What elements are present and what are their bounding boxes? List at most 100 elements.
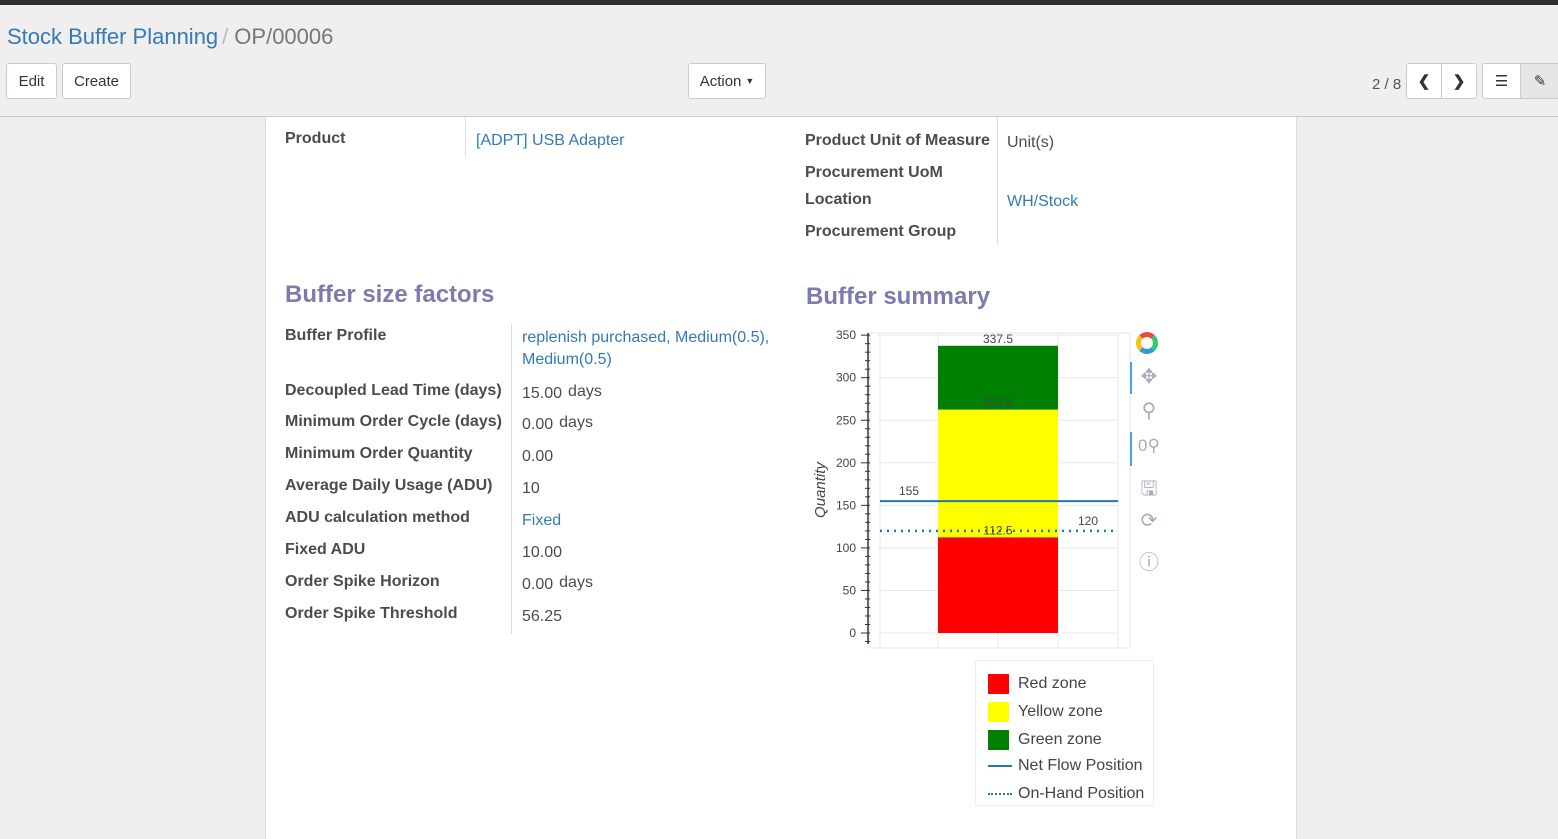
factor-value-text: 0.00: [522, 416, 554, 433]
location-label: Location: [805, 191, 872, 208]
factor-value: 0.00 days: [522, 414, 593, 434]
factor-value: 10: [522, 480, 540, 498]
edit-button[interactable]: Edit: [6, 63, 57, 99]
factor-value: 56.25: [522, 608, 562, 626]
factor-unit: days: [559, 414, 593, 431]
y-tick-label: 350: [836, 328, 856, 342]
legend-label: Red zone: [1018, 675, 1087, 692]
location-value[interactable]: WH/Stock: [1007, 193, 1079, 210]
y-tick-label: 300: [836, 371, 856, 385]
solid-line-swatch: [988, 765, 1012, 767]
legend-item-net-flow: Net Flow Position: [988, 757, 1143, 775]
factor-value-text: 0.00: [522, 448, 554, 465]
dotted-line-swatch: [988, 793, 1012, 795]
help-tool-icon[interactable]: ⓘ: [1139, 552, 1159, 574]
active-tool-indicator: [1130, 432, 1132, 466]
bar-yellow-zone: [938, 409, 1058, 538]
breadcrumb: Stock Buffer Planning / OP/00006: [7, 24, 334, 49]
factor-label: Order Spike Threshold: [285, 605, 458, 622]
box-zoom-tool-icon[interactable]: ⚲: [1141, 400, 1157, 422]
factor-label: Average Daily Usage (ADU): [285, 477, 493, 494]
factor-label: ADU calculation method: [285, 509, 470, 526]
procurement-group-label: Procurement Group: [805, 223, 957, 240]
breadcrumb-current: OP/00006: [234, 24, 334, 49]
list-icon: ☰: [1494, 73, 1509, 90]
reset-tool-icon[interactable]: ⟳: [1140, 510, 1158, 532]
on-hand-label: 120: [1078, 514, 1098, 528]
buffer-size-factors-title: Buffer size factors: [285, 281, 495, 308]
factor-value-text: 10: [522, 480, 540, 497]
pager-next-button[interactable]: ❯: [1441, 63, 1477, 99]
factor-value-text: 15.00: [522, 385, 563, 402]
pan-tool-icon[interactable]: ✥: [1140, 366, 1158, 388]
edit-form-icon: ✎: [1533, 73, 1547, 90]
y-tick-label: 250: [836, 413, 856, 427]
factor-value-text: 0.00: [522, 576, 554, 593]
breadcrumb-parent[interactable]: Stock Buffer Planning: [7, 24, 219, 49]
pager-previous-button[interactable]: ❮: [1406, 63, 1442, 99]
top-bar: [0, 0, 1558, 5]
legend-item-yellow: Yellow zone: [988, 702, 1103, 722]
factor-label: Minimum Order Quantity: [285, 445, 473, 462]
product-label: Product: [285, 130, 346, 147]
save-tool-icon[interactable]: 🖫: [1140, 478, 1158, 500]
divider: [465, 117, 466, 157]
factor-value-text: Fixed: [522, 512, 562, 529]
factor-value-text: Medium(0.5): [522, 351, 612, 368]
chevron-left-icon: ❮: [1417, 73, 1431, 90]
net-flow-label: 155: [899, 484, 919, 498]
y-tick-label: 150: [836, 498, 856, 512]
buffer-chart: 0 50 100 150 200 250 300 350 Quantity 337.5 262.5 1…: [812, 328, 1131, 649]
active-tool-indicator: [1130, 362, 1132, 394]
factor-value: 15.00 days: [522, 383, 602, 403]
y-tick-label: 0: [849, 626, 856, 640]
divider: [997, 117, 998, 245]
bar-data-label: 112.5: [983, 523, 1012, 537]
bokeh-logo-icon: [1136, 332, 1158, 354]
chart-legend: Red zone Yellow zone Green zone Net Flow…: [975, 660, 1154, 806]
yellow-swatch: [988, 702, 1009, 722]
buffer-summary-title: Buffer summary: [806, 283, 991, 310]
bar-green-zone: [938, 345, 1058, 410]
chevron-right-icon: ❯: [1452, 73, 1466, 90]
action-dropdown[interactable]: Action ▼: [688, 63, 766, 99]
action-label: Action: [699, 72, 742, 90]
pager-value: 2 / 8: [1372, 76, 1402, 93]
legend-label: On-Hand Position: [1018, 785, 1145, 802]
factor-label: Order Spike Horizon: [285, 573, 440, 590]
y-tick-label: 100: [836, 541, 856, 555]
factor-label: Buffer Profile: [285, 327, 387, 344]
procurement-uom-label: Procurement UoM: [805, 164, 943, 181]
bar-data-label: 262.5: [983, 396, 1013, 410]
create-button[interactable]: Create: [62, 63, 131, 99]
factor-value-text: 10.00: [522, 544, 563, 561]
control-panel: Stock Buffer Planning / OP/00006: [0, 5, 1558, 117]
uom-label: Product Unit of Measure: [805, 132, 990, 149]
factor-value: 0.00: [522, 448, 553, 466]
bar-data-label: 337.5: [983, 332, 1013, 346]
factor-value[interactable]: replenish purchased, Medium(0.5), Medium(…: [522, 327, 769, 371]
factor-value[interactable]: Fixed: [522, 512, 561, 530]
divider: [511, 324, 512, 634]
product-value[interactable]: [ADPT] USB Adapter: [476, 132, 625, 149]
green-swatch: [988, 730, 1009, 750]
factor-value: 0.00 days: [522, 574, 593, 594]
factor-unit: days: [559, 574, 593, 591]
factor-label: Minimum Order Cycle (days): [285, 413, 502, 430]
legend-label: Net Flow Position: [1018, 757, 1143, 774]
red-swatch: [988, 674, 1009, 694]
factor-value-text: replenish purchased, Medium(0.5),: [522, 329, 770, 346]
caret-down-icon: ▼: [745, 76, 755, 86]
factor-value: 10.00: [522, 544, 562, 562]
list-view-button[interactable]: ☰: [1482, 63, 1521, 99]
wheel-zoom-tool-icon[interactable]: 0⚲: [1138, 436, 1160, 455]
legend-label: Yellow zone: [1018, 703, 1103, 720]
legend-item-red: Red zone: [988, 674, 1087, 694]
legend-item-green: Green zone: [988, 730, 1102, 750]
y-tick-label: 200: [836, 456, 856, 470]
form-view-button[interactable]: ✎: [1520, 63, 1558, 99]
legend-label: Green zone: [1018, 731, 1102, 748]
y-tick-label: 50: [843, 583, 857, 597]
factor-label: Fixed ADU: [285, 541, 366, 558]
legend-item-on-hand: On-Hand Position: [988, 785, 1144, 803]
